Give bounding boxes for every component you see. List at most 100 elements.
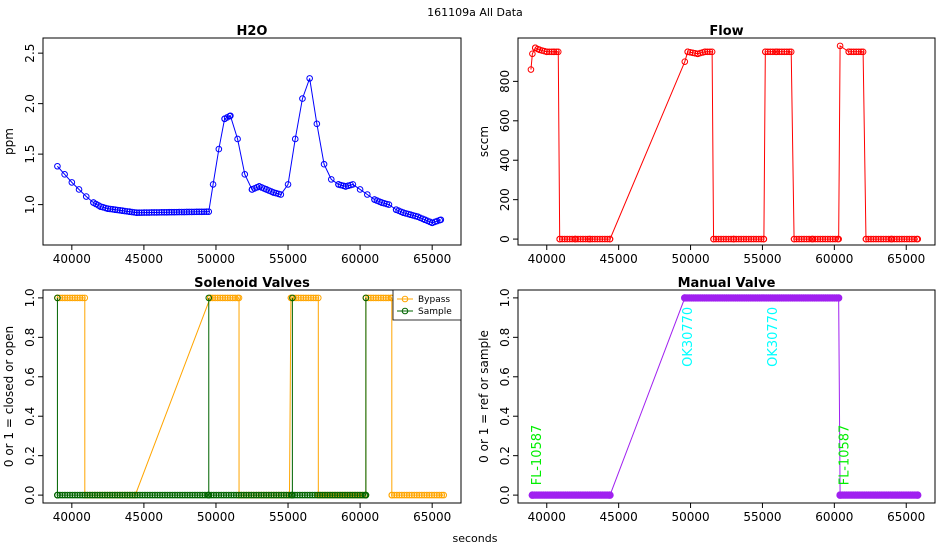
- data-point: [786, 48, 793, 56]
- x-tick-label: 55000: [743, 252, 781, 266]
- data-point: [69, 491, 76, 499]
- data-point: [421, 491, 428, 499]
- data-point: [205, 294, 213, 302]
- data-point: [196, 491, 204, 499]
- data-point: [114, 206, 121, 214]
- data-point: [94, 491, 101, 499]
- data-point: [579, 235, 587, 243]
- data-point: [329, 491, 336, 499]
- data-point: [176, 491, 184, 499]
- data-point: [356, 186, 364, 193]
- data-point: [393, 491, 401, 499]
- plot-area: [54, 294, 448, 499]
- data-point: [64, 294, 71, 302]
- data-point: [81, 294, 89, 302]
- x-tick-label: 50000: [197, 510, 235, 524]
- data-point: [260, 491, 268, 499]
- y-tick-label: 2.0: [23, 94, 37, 113]
- data-point: [344, 491, 351, 499]
- data-point: [829, 235, 837, 243]
- data-point: [769, 48, 777, 56]
- data-point: [299, 491, 306, 499]
- data-point: [220, 491, 228, 499]
- data-point: [61, 491, 69, 499]
- data-point: [803, 235, 810, 243]
- y-tick-label: 0.6: [498, 367, 512, 386]
- data-point: [252, 491, 260, 499]
- y-tick-label: 0.8: [23, 328, 37, 347]
- data-point: [156, 491, 164, 499]
- data-point: [845, 48, 853, 56]
- data-point: [336, 491, 344, 499]
- data-point: [143, 209, 150, 216]
- data-point: [865, 235, 872, 243]
- data-point: [831, 235, 839, 243]
- data-point: [311, 491, 319, 499]
- x-tick-label: 50000: [197, 252, 235, 266]
- data-point: [327, 176, 335, 183]
- data-point: [255, 491, 263, 499]
- data-point: [601, 235, 609, 243]
- y-axis-label: 0 or 1 = ref or sample: [477, 330, 491, 463]
- data-point: [867, 235, 875, 243]
- data-point: [71, 294, 79, 302]
- data-point: [426, 491, 433, 499]
- data-point: [558, 235, 566, 243]
- data-point: [140, 209, 148, 216]
- data-point: [896, 235, 903, 243]
- x-tick-label: 60000: [341, 252, 379, 266]
- data-point: [790, 235, 798, 243]
- data-point: [740, 235, 747, 243]
- data-point: [148, 209, 155, 216]
- data-point: [847, 48, 855, 56]
- data-point: [898, 235, 906, 243]
- data-point: [158, 209, 165, 216]
- legend-marker: [401, 307, 409, 315]
- data-point: [241, 171, 249, 178]
- data-point: [334, 491, 341, 499]
- data-point: [852, 48, 860, 56]
- data-point: [118, 207, 126, 214]
- y-tick-label: 0.2: [23, 446, 37, 465]
- data-point: [289, 294, 296, 302]
- series-line: [530, 44, 918, 240]
- data-point: [215, 491, 223, 499]
- x-tick-label: 40000: [53, 252, 91, 266]
- x-tick-label: 50000: [671, 252, 709, 266]
- data-point: [155, 209, 163, 216]
- data-point: [189, 491, 196, 499]
- data-point: [572, 235, 579, 243]
- data-point: [109, 206, 117, 213]
- data-point: [247, 491, 255, 499]
- data-point: [319, 491, 326, 499]
- data-point: [594, 235, 601, 243]
- x-tick-label: 60000: [815, 252, 853, 266]
- data-point: [436, 216, 443, 224]
- data-point: [893, 235, 901, 243]
- data-point: [385, 294, 392, 302]
- data-point: [364, 191, 371, 198]
- data-point: [762, 48, 769, 56]
- data-point: [826, 235, 834, 243]
- data-point: [231, 294, 239, 302]
- data-point: [169, 491, 176, 499]
- annotation-label: OK30770: [681, 307, 696, 367]
- data-point: [294, 491, 301, 499]
- data-point: [291, 135, 299, 143]
- data-point: [116, 491, 124, 499]
- data-point: [793, 235, 800, 243]
- data-point: [209, 181, 217, 188]
- data-point: [161, 491, 169, 499]
- plot-frame: [517, 37, 936, 246]
- data-point: [423, 491, 431, 499]
- data-point: [730, 235, 737, 243]
- legend-label: Sample: [418, 307, 452, 317]
- series-line: [532, 297, 918, 496]
- data-point: [178, 208, 185, 216]
- data-point: [888, 235, 896, 243]
- data-point: [901, 235, 908, 243]
- data-point: [545, 48, 553, 56]
- data-point: [383, 200, 391, 208]
- data-point: [195, 208, 203, 216]
- data-point: [227, 491, 235, 499]
